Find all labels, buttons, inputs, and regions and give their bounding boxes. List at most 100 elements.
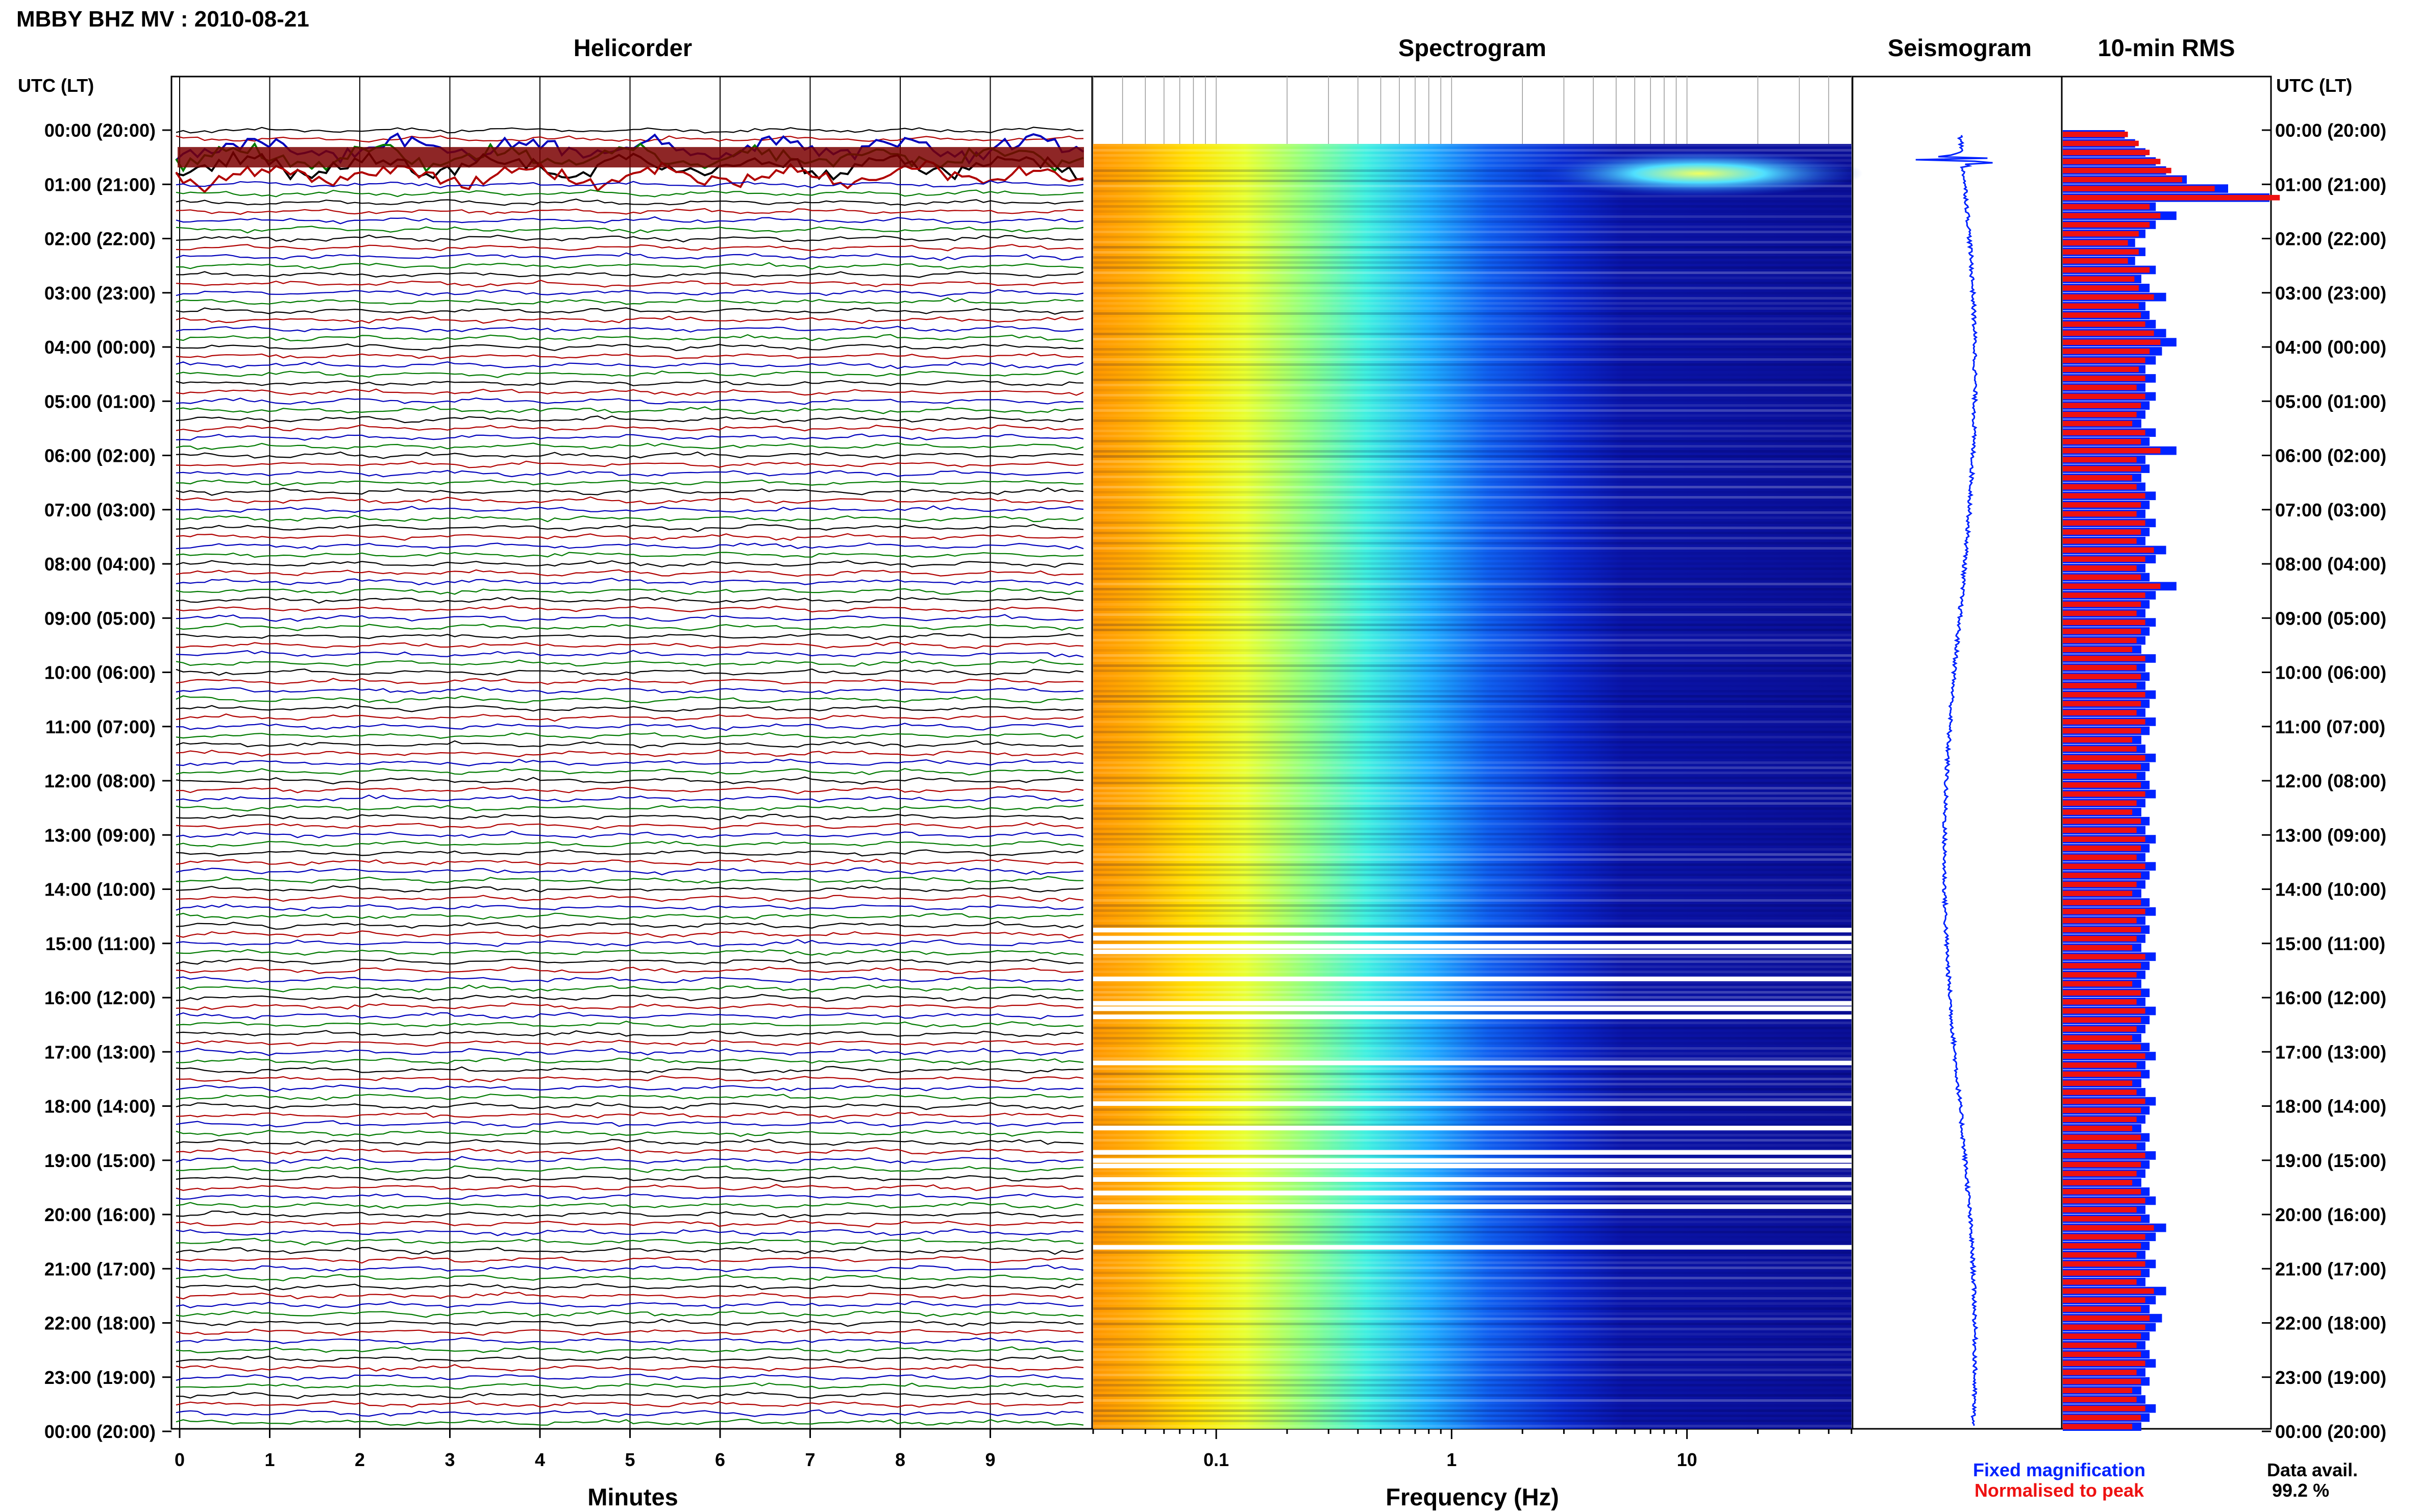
rms-bar-normalised bbox=[2063, 448, 2161, 454]
time-label-left: 16:00 (12:00) bbox=[44, 987, 156, 1008]
helicorder-trace bbox=[176, 921, 1084, 930]
spectrogram-row bbox=[1093, 644, 1852, 647]
helicorder-trace bbox=[176, 578, 1084, 586]
spectrogram-row bbox=[1093, 1384, 1852, 1386]
rms-bar-normalised bbox=[2063, 1370, 2137, 1375]
spectrogram-row bbox=[1093, 200, 1852, 203]
spectrogram-row bbox=[1093, 185, 1852, 187]
rms-bar-normalised bbox=[2063, 1008, 2145, 1014]
rms-bar-normalised bbox=[2063, 908, 2145, 914]
helicorder-trace bbox=[176, 958, 1084, 965]
spectrogram-gap bbox=[1093, 1150, 1852, 1155]
rms-bar-normalised bbox=[2063, 1216, 2141, 1222]
rms-bar-normalised bbox=[2063, 827, 2137, 833]
spectrogram-row bbox=[1093, 807, 1852, 810]
helicorder-trace bbox=[176, 1184, 1084, 1192]
helicorder-trace bbox=[176, 424, 1084, 432]
spectrogram-row bbox=[1093, 1113, 1852, 1116]
rms-bar-normalised bbox=[2063, 764, 2141, 770]
minute-tick-label: 8 bbox=[895, 1449, 905, 1470]
spectrogram-row bbox=[1093, 777, 1852, 779]
minute-tick-label: 9 bbox=[985, 1449, 995, 1470]
spectrogram-row bbox=[1093, 527, 1852, 529]
spectrogram-row bbox=[1093, 884, 1852, 886]
spectrogram-row bbox=[1093, 629, 1852, 631]
helicorder-trace bbox=[176, 297, 1084, 305]
rms-bar-normalised bbox=[2063, 1306, 2141, 1312]
rms-bar-normalised bbox=[2063, 1180, 2133, 1185]
spectrogram-row bbox=[1093, 190, 1852, 192]
spectrogram-row bbox=[1093, 164, 1852, 167]
spectrogram-row bbox=[1093, 169, 1852, 172]
rms-bar-normalised bbox=[2063, 339, 2161, 345]
figure-title: MBBY BHZ MV : 2010-08-21 bbox=[16, 7, 309, 32]
spectrogram-row bbox=[1093, 904, 1852, 907]
spectrogram-row bbox=[1093, 726, 1852, 728]
helicorder-trace bbox=[176, 515, 1084, 523]
helicorder-trace bbox=[176, 216, 1084, 225]
spectrogram-row bbox=[1093, 557, 1852, 560]
spectrogram-row bbox=[1093, 1124, 1852, 1126]
spectrogram-row bbox=[1093, 588, 1852, 590]
time-label-right: 09:00 (05:00) bbox=[2275, 608, 2386, 629]
spectrogram-row bbox=[1093, 435, 1852, 437]
rms-bar-normalised bbox=[2063, 1035, 2133, 1041]
spectrogram-row bbox=[1093, 721, 1852, 723]
time-label-left: 15:00 (11:00) bbox=[45, 933, 156, 954]
spectrogram-row bbox=[1093, 271, 1852, 274]
helicorder-trace bbox=[176, 867, 1084, 876]
spectrogram-gap bbox=[1093, 976, 1852, 981]
spectrogram-row bbox=[1093, 1200, 1852, 1203]
rms-bar-normalised bbox=[2063, 755, 2145, 761]
spectrogram-row bbox=[1093, 1154, 1852, 1157]
spectrogram-row bbox=[1093, 1022, 1852, 1024]
time-label-right: 10:00 (06:00) bbox=[2275, 662, 2386, 683]
time-label-right: 19:00 (15:00) bbox=[2275, 1150, 2386, 1171]
time-label-left: 01:00 (21:00) bbox=[44, 174, 156, 195]
spectrogram-row bbox=[1093, 1267, 1852, 1269]
rms-bar-normalised bbox=[2063, 393, 2145, 400]
spectrogram-row bbox=[1093, 1312, 1852, 1315]
helicorder-trace bbox=[176, 289, 1084, 297]
time-label-right: 22:00 (18:00) bbox=[2275, 1313, 2386, 1334]
rms-bar-normalised bbox=[2063, 349, 2150, 354]
helicorder-trace bbox=[176, 633, 1083, 640]
helicorder-trace bbox=[176, 795, 1084, 803]
spectrogram-row bbox=[1093, 236, 1852, 238]
spectrogram-gap bbox=[1093, 1126, 1852, 1130]
spectrogram-image bbox=[1093, 144, 1852, 1429]
rms-bars bbox=[2063, 130, 2280, 1431]
spectrogram-row bbox=[1093, 353, 1852, 356]
seismogram-trace bbox=[1915, 135, 1993, 1426]
spectrogram-row bbox=[1093, 476, 1852, 478]
spectrogram-row bbox=[1093, 1052, 1852, 1055]
data-availability-value: 99.2 % bbox=[2272, 1480, 2329, 1501]
helicorder-trace bbox=[176, 252, 1084, 261]
helicorder-trace bbox=[176, 1039, 1084, 1047]
helicorder-trace bbox=[176, 605, 1084, 613]
spectrogram-row bbox=[1093, 297, 1852, 300]
spectrogram-row bbox=[1093, 879, 1852, 881]
helicorder-trace bbox=[176, 1355, 1084, 1363]
spectrogram-gap bbox=[1093, 949, 1852, 954]
rms-bar-normalised bbox=[2063, 538, 2137, 544]
helicorder-trace bbox=[176, 460, 1084, 468]
spectrogram-row bbox=[1093, 705, 1852, 708]
spectrogram-row bbox=[1093, 746, 1852, 749]
rms-bar-normalised bbox=[2063, 258, 2128, 264]
time-label-right: 21:00 (17:00) bbox=[2275, 1258, 2386, 1279]
helicorder-trace bbox=[176, 127, 1084, 134]
spectrogram-row bbox=[1093, 195, 1852, 197]
spectrogram-row bbox=[1093, 282, 1852, 284]
spectrogram-row bbox=[1093, 715, 1852, 718]
helicorder-trace bbox=[176, 1328, 1084, 1336]
rms-bar-normalised bbox=[2063, 818, 2141, 824]
spectrogram-row bbox=[1093, 404, 1852, 407]
spectrogram-row bbox=[1093, 251, 1852, 254]
rms-bar-normalised bbox=[2063, 1387, 2133, 1394]
rms-bar-normalised bbox=[2063, 420, 2133, 427]
spectrogram-row bbox=[1093, 210, 1852, 213]
spectrogram-row bbox=[1093, 1287, 1852, 1290]
helicorder-trace bbox=[176, 912, 1083, 920]
spectrogram-row bbox=[1093, 853, 1852, 856]
